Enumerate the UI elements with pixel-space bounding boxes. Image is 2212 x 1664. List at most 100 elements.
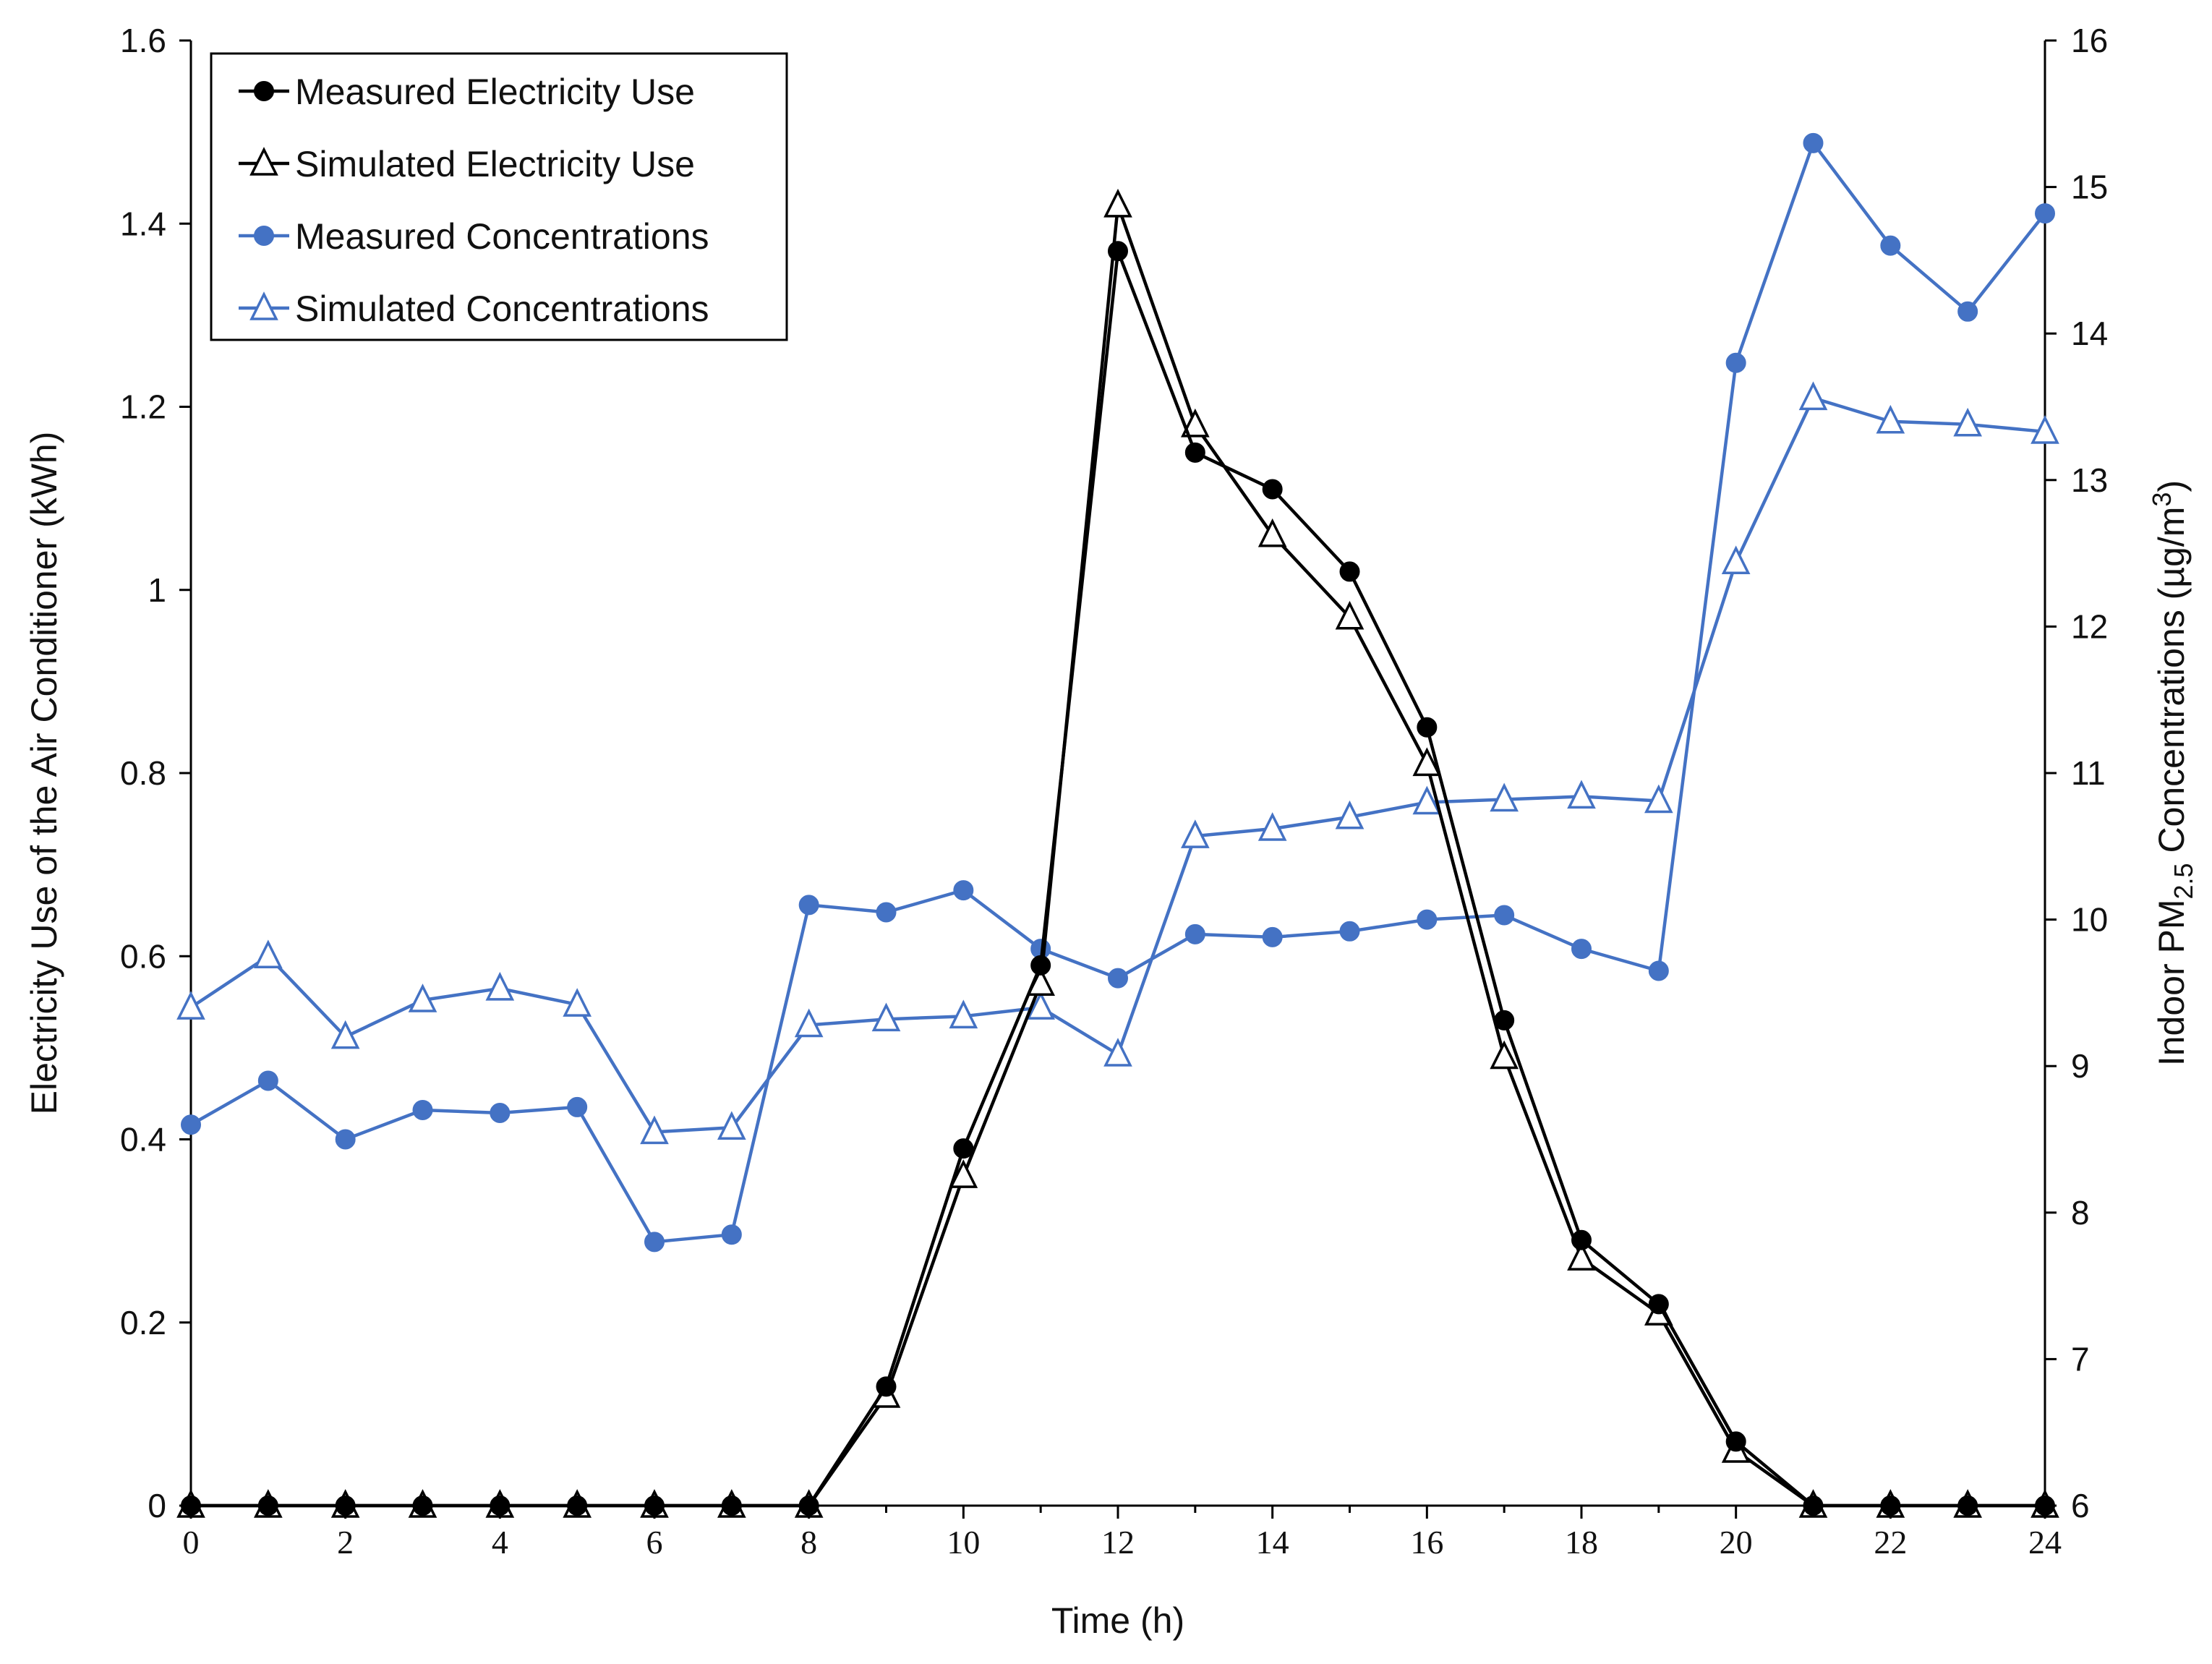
x-tick-label: 14: [1256, 1524, 1289, 1561]
data-point: [257, 1496, 278, 1516]
data-point: [567, 1496, 588, 1516]
legend-items: Measured Electricity Use Simulated Electr…: [239, 72, 709, 329]
data-point: [1257, 812, 1287, 841]
data-point: [717, 1111, 746, 1140]
data-point: [1181, 819, 1210, 848]
series-3: [176, 381, 2059, 1145]
x-tick-label: 18: [1565, 1524, 1598, 1561]
data-point: [335, 1129, 356, 1150]
data-point: [1494, 905, 1515, 926]
data-point: [490, 1103, 511, 1124]
data-point: [1721, 545, 1751, 575]
legend-marker: [254, 81, 274, 101]
data-point: [1957, 301, 1978, 322]
series-2: [181, 132, 2055, 1253]
data-point: [798, 1496, 819, 1516]
data-point: [1803, 132, 1824, 153]
data-point: [1490, 782, 1519, 812]
data-point: [1262, 479, 1283, 500]
x-tick-label: 0: [183, 1524, 200, 1561]
data-point: [254, 939, 283, 968]
data-point: [181, 1114, 201, 1135]
data-point: [412, 1099, 433, 1120]
x-tick-label: 8: [800, 1524, 817, 1561]
y-tick-label: 1.6: [120, 22, 166, 59]
y2-tick-label: 6: [2071, 1487, 2090, 1524]
data-point: [1957, 1496, 1978, 1516]
data-point: [1339, 921, 1360, 942]
data-point: [1412, 747, 1442, 777]
data-point: [330, 1020, 360, 1049]
data-point: [1184, 923, 1205, 944]
data-point: [2030, 415, 2059, 444]
data-point: [953, 1138, 974, 1159]
data-point: [1108, 968, 1128, 989]
x-tick-label: 22: [1874, 1524, 1907, 1561]
data-point: [1026, 991, 1055, 1020]
y-axis-title: Electricity Use of the Air Conditioner (…: [24, 432, 64, 1115]
legend-label: Simulated Electricity Use: [295, 144, 695, 184]
data-point: [949, 1159, 978, 1188]
data-point: [1103, 1038, 1132, 1067]
data-point: [1494, 1010, 1515, 1031]
data-point: [1725, 352, 1746, 373]
x-axis-title: Time (h): [1051, 1600, 1184, 1641]
x-tick-label: 6: [646, 1524, 663, 1561]
data-point: [644, 1496, 665, 1516]
data-point: [567, 1096, 588, 1117]
x-tick-label: 2: [337, 1524, 354, 1561]
y2-tick-label: 15: [2071, 168, 2108, 206]
data-point: [1335, 600, 1365, 630]
data-point: [1417, 909, 1438, 930]
data-point: [563, 988, 592, 1017]
y2-tick-label: 8: [2071, 1194, 2090, 1232]
y2-tick-label: 12: [2071, 607, 2108, 645]
data-point: [871, 1002, 901, 1032]
data-point: [181, 1496, 201, 1516]
data-point: [721, 1496, 742, 1516]
data-point: [257, 1070, 278, 1091]
legend-item: Simulated Concentrations: [239, 289, 709, 329]
data-point: [1184, 442, 1205, 463]
data-point: [953, 880, 974, 901]
legend-marker: [249, 147, 278, 176]
data-point: [1412, 785, 1442, 815]
data-point: [490, 1496, 511, 1516]
data-point: [335, 1496, 356, 1516]
data-point: [1571, 1229, 1592, 1250]
x-tick-label: 12: [1101, 1524, 1135, 1561]
data-point: [1567, 780, 1596, 809]
data-point: [1571, 939, 1592, 960]
y2-title-middle: Concentrations (µg/m: [2151, 507, 2192, 863]
data-point: [1953, 407, 1982, 437]
x-tick-label: 10: [947, 1524, 980, 1561]
legend-marker: [254, 226, 274, 246]
data-point: [1648, 960, 1669, 981]
data-point: [408, 984, 437, 1012]
y-tick-label: 1.2: [120, 388, 166, 426]
data-point: [1798, 381, 1828, 411]
data-point: [1648, 1294, 1669, 1315]
legend-label: Measured Electricity Use: [295, 72, 695, 112]
data-point: [1103, 189, 1132, 218]
legend-item: Measured Electricity Use: [239, 72, 695, 112]
y2-tick-label: 13: [2071, 461, 2108, 499]
data-point: [2035, 1496, 2055, 1516]
legend-label: Simulated Concentrations: [295, 289, 709, 329]
data-point: [1567, 1242, 1596, 1271]
y-tick-label: 0.8: [120, 754, 166, 792]
data-point: [1880, 235, 1901, 256]
data-point: [1490, 1040, 1519, 1070]
ticks: 0 0.2 0.4 0.6 0.8 1 1.2 1.4 1.6 6 7 8 9 10 11 12 13 14 15 1…: [120, 22, 2108, 1561]
y2-tick-label: 9: [2071, 1047, 2090, 1085]
legend-label: Measured Concentrations: [295, 216, 709, 257]
data-point: [1262, 926, 1283, 947]
legend-box: [210, 52, 788, 341]
data-point: [412, 1496, 433, 1516]
y-tick-label: 0.4: [120, 1121, 166, 1159]
data-point: [1108, 241, 1128, 262]
data-point: [1335, 800, 1365, 829]
data-point: [640, 1115, 669, 1145]
y2-title-prefix: Indoor PM: [2151, 899, 2192, 1066]
